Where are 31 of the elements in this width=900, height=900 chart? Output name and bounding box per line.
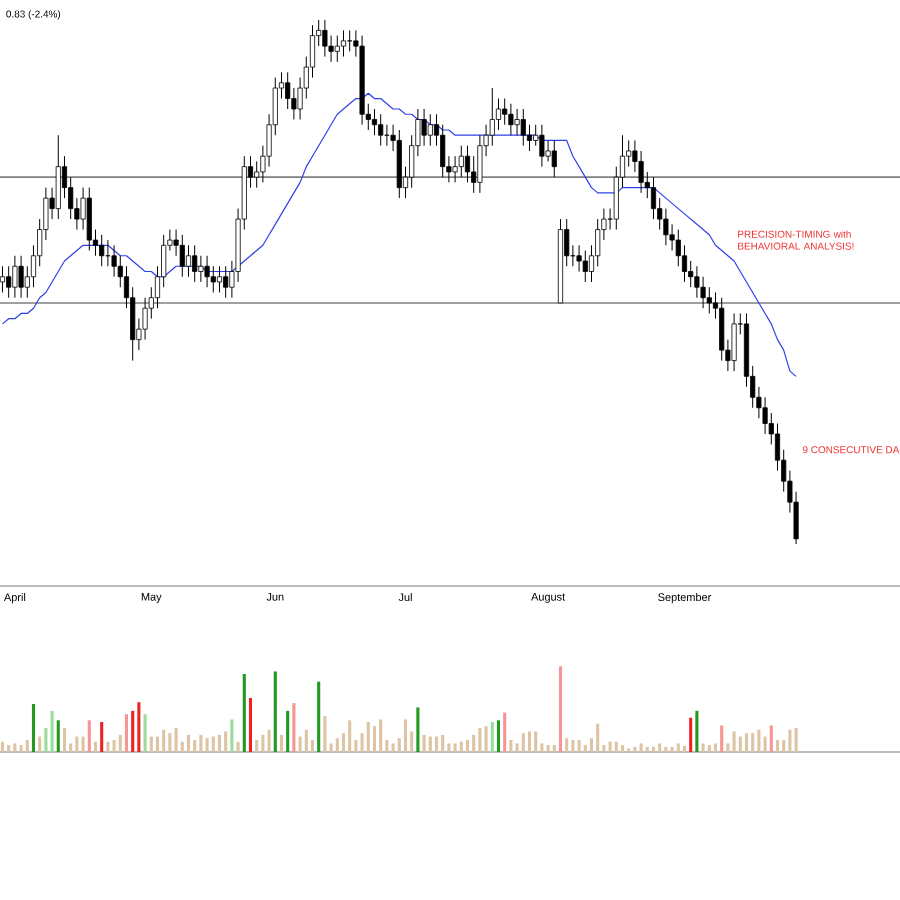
candlestick: [6, 265, 12, 299]
candlestick: [378, 113, 384, 147]
candlestick: [185, 244, 192, 278]
candlestick: [86, 187, 92, 252]
candlestick: [18, 255, 24, 299]
candlestick: [216, 265, 223, 293]
candlestick: [223, 265, 229, 299]
candlestick: [55, 134, 61, 220]
candlestick: [458, 145, 464, 178]
candlestick: [427, 113, 433, 147]
candlestick: [582, 250, 588, 283]
candlestick: [179, 234, 185, 278]
candlestick: [514, 108, 520, 136]
candlestick: [322, 19, 328, 58]
candlestick: [520, 108, 526, 147]
candlestick: [192, 244, 198, 283]
candlestick: [204, 255, 210, 288]
candlestick: [508, 103, 514, 136]
candlestick: [539, 124, 545, 168]
candlestick: [731, 312, 737, 372]
candlestick: [347, 29, 353, 52]
candlestick: [198, 255, 204, 283]
candlestick: [0, 265, 6, 293]
candlestick: [421, 108, 427, 147]
candlestick: [334, 35, 340, 63]
candlestick: [551, 139, 557, 178]
candlestick: [396, 129, 402, 199]
candlestick: [99, 234, 105, 267]
candlestick: [12, 255, 18, 299]
candlestick: [545, 139, 551, 162]
candlestick: [340, 29, 347, 58]
